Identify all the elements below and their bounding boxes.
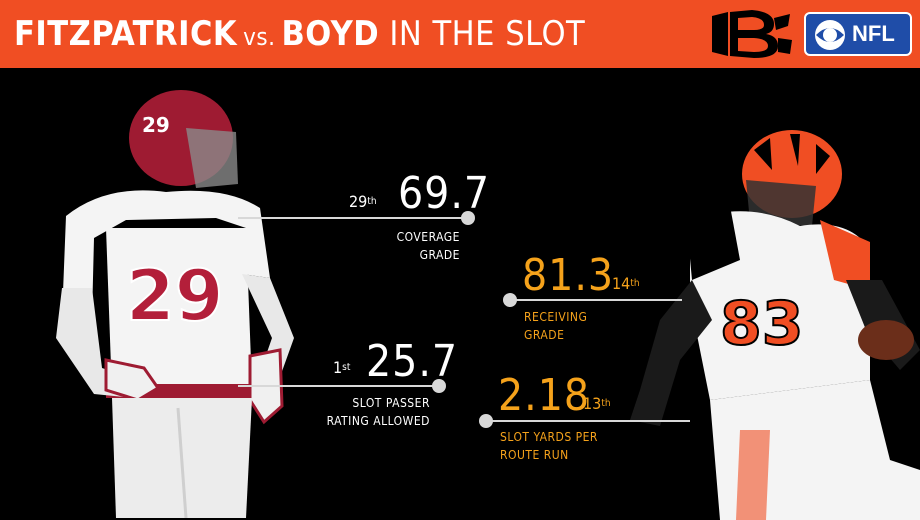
coverage-label-line2: GRADE <box>419 248 460 262</box>
callout-dot-coverage <box>461 211 475 225</box>
coverage-grade-value: 69.7 <box>398 168 491 219</box>
callout-line-coverage <box>238 217 466 219</box>
yprr-label-line2: ROUTE RUN <box>500 448 569 462</box>
title-suffix: IN THE SLOT <box>389 14 586 54</box>
coverage-rank-suffix: th <box>367 196 377 207</box>
coverage-rank-number: 29 <box>349 192 368 211</box>
coverage-label-line1: COVERAGE <box>396 230 460 244</box>
receiving-rank-suffix: th <box>630 278 640 289</box>
yprr-rank-number: 13 <box>583 394 602 413</box>
player-boyd-image: 83 <box>630 130 920 520</box>
passer-rating-label-line2: RATING ALLOWED <box>326 414 430 428</box>
yprr-rank-suffix: th <box>601 398 611 409</box>
receiving-grade-value: 81.3 <box>522 250 615 301</box>
receiving-grade-label: RECEIVING GRADE <box>524 308 644 344</box>
passer-rating-label-line1: SLOT PASSER <box>352 396 430 410</box>
yprr-value: 2.18 <box>498 370 591 421</box>
passer-rating-rank: 1st <box>333 360 350 376</box>
passer-rating-rank-suffix: st <box>342 362 351 373</box>
svg-text:83: 83 <box>720 289 804 359</box>
network-text: NFL <box>852 21 895 46</box>
callout-dot-passer-rating <box>432 379 446 393</box>
callout-line-yprr <box>486 420 690 422</box>
cbs-nfl-badge: NFL <box>804 12 912 56</box>
passer-rating-rank-number: 1 <box>333 358 343 377</box>
receiving-label-line1: RECEIVING <box>524 310 588 324</box>
passer-rating-value: 25.7 <box>366 336 459 387</box>
passer-rating-label: SLOT PASSER RATING ALLOWED <box>320 394 430 430</box>
svg-text:29: 29 <box>142 113 170 137</box>
callout-line-passer-rating <box>238 385 438 387</box>
title-name1: FITZPATRICK <box>14 14 238 54</box>
callout-line-receiving <box>510 299 682 301</box>
header-bar: FITZPATRICK vs. BOYD IN THE SLOT NFL <box>0 0 920 68</box>
coverage-rank: 29th <box>349 194 377 210</box>
bengals-b-logo-icon <box>712 10 792 58</box>
yprr-label-line1: SLOT YARDS PER <box>500 430 598 444</box>
receiving-rank-number: 14 <box>612 274 631 293</box>
svg-text:29: 29 <box>126 255 223 337</box>
callout-dot-yprr <box>479 414 493 428</box>
callout-dot-receiving <box>503 293 517 307</box>
player-fitzpatrick-image: 29 29 <box>56 90 294 518</box>
page-title: FITZPATRICK vs. BOYD IN THE SLOT <box>14 14 585 57</box>
title-name2: BOYD <box>281 14 380 54</box>
coverage-grade-label: COVERAGE GRADE <box>360 228 460 264</box>
yprr-label: SLOT YARDS PER ROUTE RUN <box>500 428 640 464</box>
receiving-rank: 14th <box>612 276 640 292</box>
receiving-label-line2: GRADE <box>524 328 565 342</box>
title-vs: vs. <box>243 23 276 51</box>
cbs-eye-icon <box>815 20 845 50</box>
yprr-rank: 13th <box>583 396 611 412</box>
